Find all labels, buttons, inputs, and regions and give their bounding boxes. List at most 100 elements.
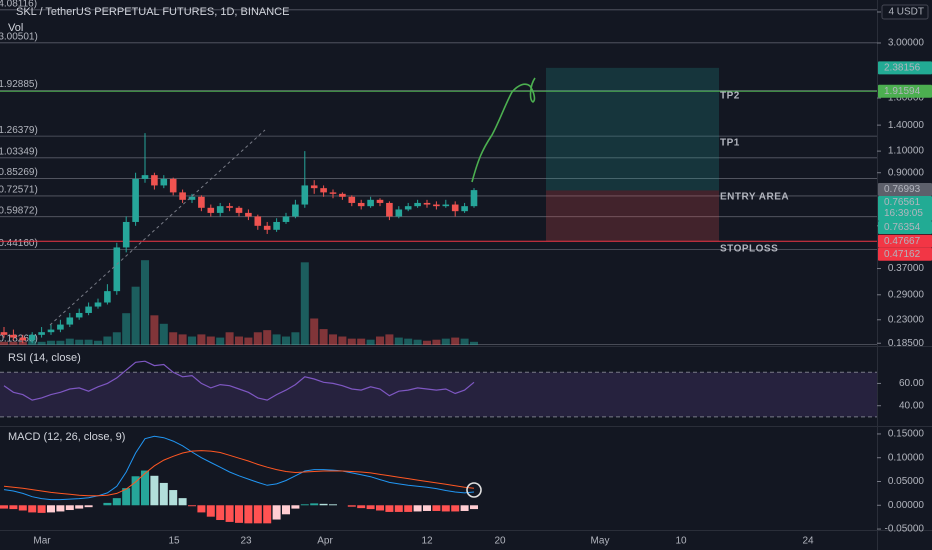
candle-body <box>254 216 262 226</box>
histogram-bar <box>159 482 168 506</box>
volume-bar <box>94 340 102 345</box>
x-tick-label: 20 <box>494 536 506 547</box>
histogram-bar <box>291 505 300 509</box>
histogram-bar <box>150 475 159 506</box>
volume-bar <box>404 338 413 345</box>
volume-label: Vol <box>8 22 23 34</box>
candle-body <box>113 247 121 292</box>
volume-bar <box>413 339 422 345</box>
histogram-bar <box>103 502 112 506</box>
volume-bar <box>329 334 337 345</box>
volume-bar <box>272 334 281 345</box>
y-tick-label: 0.18500 <box>888 338 925 349</box>
y-tick-label: 1.10000 <box>888 146 925 157</box>
level-label: (3.00501) <box>0 31 38 42</box>
level-label: (0.18263) <box>0 333 38 344</box>
histogram-bar <box>329 504 337 506</box>
volume-bar <box>263 330 272 345</box>
y-tick-label: 0.23000 <box>888 314 925 325</box>
unit-box <box>881 4 929 20</box>
signal-line <box>3 450 475 497</box>
histogram-bar <box>347 505 356 507</box>
candle-body <box>188 196 196 200</box>
y-tick-label: 3.00000 <box>888 38 925 49</box>
candle-body <box>216 206 224 213</box>
volume-bar <box>188 336 196 345</box>
volume-bar <box>0 341 8 345</box>
y-tick-label: 0.37000 <box>888 263 925 274</box>
histogram-bar <box>131 476 140 506</box>
histogram-bar <box>178 498 187 506</box>
y-tick-label: 0.05000 <box>888 476 925 487</box>
histogram-bar <box>282 505 290 515</box>
volume-bar <box>282 336 290 345</box>
candle-body <box>310 185 318 189</box>
x-tick-label: Mar <box>33 536 51 547</box>
volume-bar <box>357 338 366 345</box>
candle-body <box>104 291 111 303</box>
candle-body <box>461 206 468 212</box>
histogram-bar <box>84 505 93 508</box>
histogram-bar <box>9 505 18 510</box>
price-tag-label: 1.91594 <box>884 86 921 97</box>
volume-bar <box>47 340 55 345</box>
volume-bar <box>103 336 112 345</box>
histogram-bar <box>300 504 309 506</box>
x-tick-label: 12 <box>421 536 433 547</box>
x-tick-label: Apr <box>317 536 333 547</box>
candle-body <box>10 334 17 338</box>
y-tick-label: 1.80000 <box>888 93 925 104</box>
y-tick-label: 1.40000 <box>888 120 925 131</box>
candle-body <box>141 175 149 179</box>
volume-bar <box>300 262 309 345</box>
histogram-bar <box>235 505 243 523</box>
volume-bar <box>460 338 469 345</box>
candle-body <box>245 212 252 217</box>
histogram-bar <box>272 505 281 520</box>
volume-bar <box>432 339 441 345</box>
y-tick-label: 60.00 <box>899 378 924 389</box>
candle-body <box>226 206 233 208</box>
histogram-bar <box>28 505 37 513</box>
histogram-bar <box>206 505 215 517</box>
y-tick-label: 0.15000 <box>888 429 925 440</box>
candle-body <box>263 225 271 230</box>
annotation: TP1 <box>720 138 740 149</box>
y-tick-label: 40.00 <box>899 400 924 411</box>
histogram-bar <box>376 505 384 511</box>
x-tick-label: 10 <box>675 536 687 547</box>
x-tick-label: 23 <box>240 536 252 547</box>
volume-bar <box>216 337 225 345</box>
volume-bar <box>470 341 478 345</box>
histogram-bar <box>216 505 225 521</box>
target-zone <box>546 67 719 191</box>
level-label: (0.85269) <box>0 167 38 178</box>
volume-bar <box>253 332 262 345</box>
volume-bar <box>131 286 140 345</box>
volume-bar <box>150 315 159 345</box>
volume-bar <box>441 338 450 345</box>
y-tick-label: 0.00000 <box>888 500 925 511</box>
candle-body <box>151 175 158 186</box>
histogram-bar <box>404 505 413 512</box>
volume-bar <box>112 332 121 345</box>
price-tag <box>878 61 932 75</box>
stop-zone <box>546 190 719 242</box>
candle-body <box>57 324 64 330</box>
candle-body <box>28 334 36 341</box>
candle-body <box>47 329 55 333</box>
histogram-bar <box>470 505 478 510</box>
price-tag <box>878 221 932 235</box>
histogram-bar <box>65 505 74 511</box>
candle-body <box>207 207 215 213</box>
price-tag-label: 2.38156 <box>884 62 921 73</box>
histogram-bar <box>460 505 469 511</box>
volume-bar <box>376 336 384 345</box>
level-label: (0.59872) <box>0 205 38 216</box>
level-label: (0.72571) <box>0 185 38 196</box>
level-label: (1.92885) <box>0 79 38 90</box>
volume-bar <box>75 339 84 345</box>
histogram-bar <box>357 505 366 509</box>
macd-title: MACD (12, 26, close, 9) <box>8 431 125 443</box>
